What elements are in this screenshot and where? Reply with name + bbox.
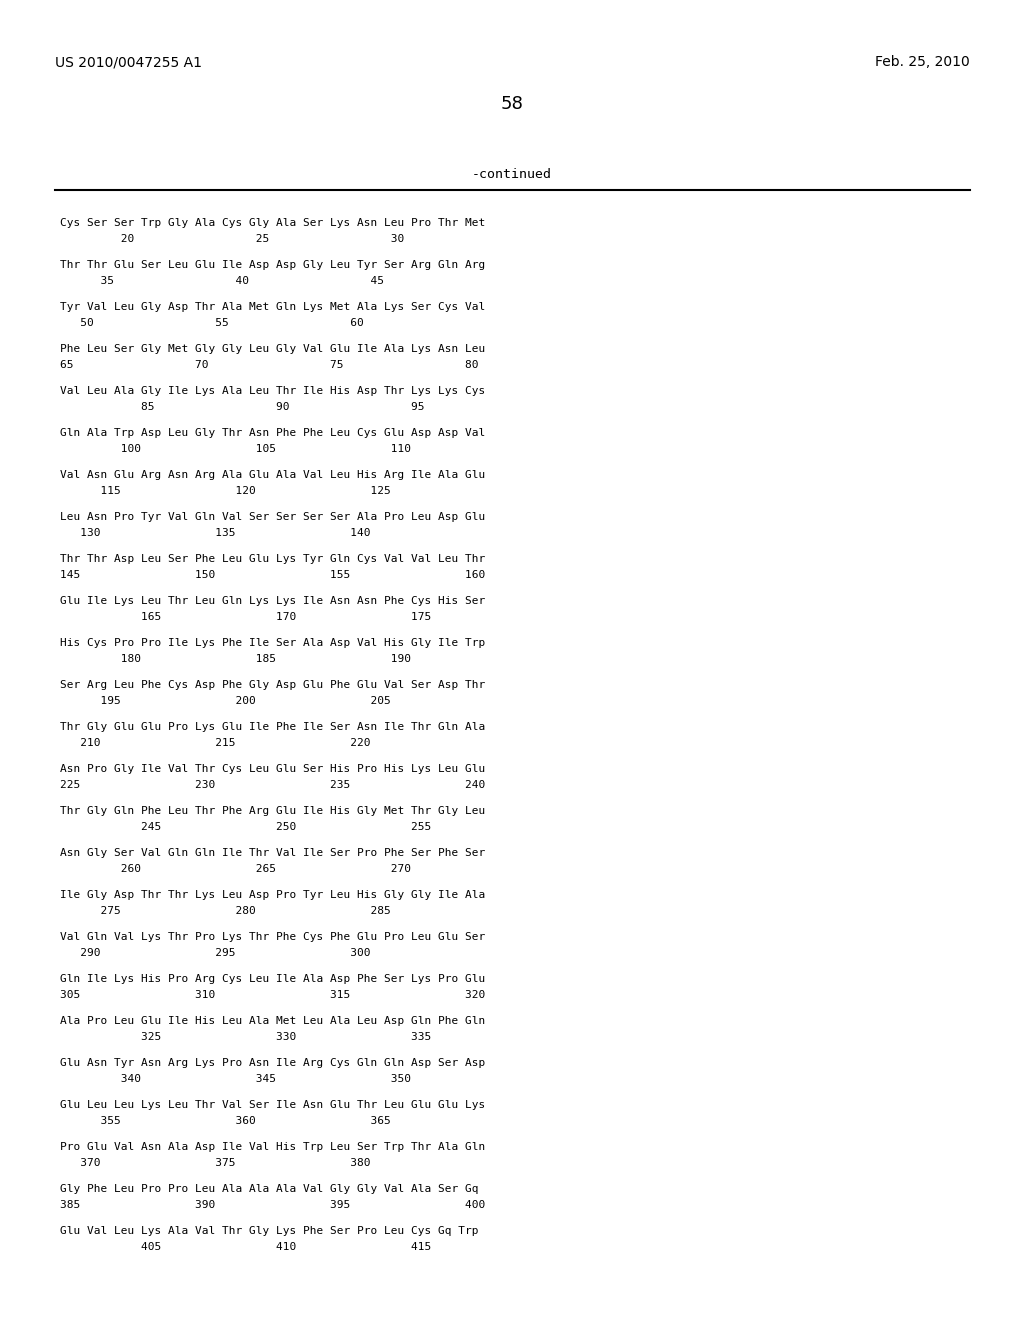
Text: 115                 120                 125: 115 120 125 bbox=[60, 486, 391, 496]
Text: Ala Pro Leu Glu Ile His Leu Ala Met Leu Ala Leu Asp Gln Phe Gln: Ala Pro Leu Glu Ile His Leu Ala Met Leu … bbox=[60, 1016, 485, 1026]
Text: 130                 135                 140: 130 135 140 bbox=[60, 528, 371, 539]
Text: 275                 280                 285: 275 280 285 bbox=[60, 906, 391, 916]
Text: 165                 170                 175: 165 170 175 bbox=[60, 612, 431, 622]
Text: His Cys Pro Pro Ile Lys Phe Ile Ser Ala Asp Val His Gly Ile Trp: His Cys Pro Pro Ile Lys Phe Ile Ser Ala … bbox=[60, 638, 485, 648]
Text: Gln Ile Lys His Pro Arg Cys Leu Ile Ala Asp Phe Ser Lys Pro Glu: Gln Ile Lys His Pro Arg Cys Leu Ile Ala … bbox=[60, 974, 485, 983]
Text: 225                 230                 235                 240: 225 230 235 240 bbox=[60, 780, 485, 789]
Text: Ser Arg Leu Phe Cys Asp Phe Gly Asp Glu Phe Glu Val Ser Asp Thr: Ser Arg Leu Phe Cys Asp Phe Gly Asp Glu … bbox=[60, 680, 485, 690]
Text: Glu Leu Leu Lys Leu Thr Val Ser Ile Asn Glu Thr Leu Glu Glu Lys: Glu Leu Leu Lys Leu Thr Val Ser Ile Asn … bbox=[60, 1100, 485, 1110]
Text: Thr Gly Gln Phe Leu Thr Phe Arg Glu Ile His Gly Met Thr Gly Leu: Thr Gly Gln Phe Leu Thr Phe Arg Glu Ile … bbox=[60, 807, 485, 816]
Text: 385                 390                 395                 400: 385 390 395 400 bbox=[60, 1200, 485, 1210]
Text: Cys Ser Ser Trp Gly Ala Cys Gly Ala Ser Lys Asn Leu Pro Thr Met: Cys Ser Ser Trp Gly Ala Cys Gly Ala Ser … bbox=[60, 218, 485, 228]
Text: 145                 150                 155                 160: 145 150 155 160 bbox=[60, 570, 485, 579]
Text: Val Gln Val Lys Thr Pro Lys Thr Phe Cys Phe Glu Pro Leu Glu Ser: Val Gln Val Lys Thr Pro Lys Thr Phe Cys … bbox=[60, 932, 485, 942]
Text: 65                  70                  75                  80: 65 70 75 80 bbox=[60, 360, 478, 370]
Text: 260                 265                 270: 260 265 270 bbox=[60, 865, 411, 874]
Text: 290                 295                 300: 290 295 300 bbox=[60, 948, 371, 958]
Text: 340                 345                 350: 340 345 350 bbox=[60, 1074, 411, 1084]
Text: 85                  90                  95: 85 90 95 bbox=[60, 403, 425, 412]
Text: Glu Val Leu Lys Ala Val Thr Gly Lys Phe Ser Pro Leu Cys Gq Trp: Glu Val Leu Lys Ala Val Thr Gly Lys Phe … bbox=[60, 1226, 478, 1236]
Text: 180                 185                 190: 180 185 190 bbox=[60, 653, 411, 664]
Text: 100                 105                 110: 100 105 110 bbox=[60, 444, 411, 454]
Text: 50                  55                  60: 50 55 60 bbox=[60, 318, 364, 327]
Text: 305                 310                 315                 320: 305 310 315 320 bbox=[60, 990, 485, 1001]
Text: Ile Gly Asp Thr Thr Lys Leu Asp Pro Tyr Leu His Gly Gly Ile Ala: Ile Gly Asp Thr Thr Lys Leu Asp Pro Tyr … bbox=[60, 890, 485, 900]
Text: Glu Asn Tyr Asn Arg Lys Pro Asn Ile Arg Cys Gln Gln Asp Ser Asp: Glu Asn Tyr Asn Arg Lys Pro Asn Ile Arg … bbox=[60, 1059, 485, 1068]
Text: Glu Ile Lys Leu Thr Leu Gln Lys Lys Ile Asn Asn Phe Cys His Ser: Glu Ile Lys Leu Thr Leu Gln Lys Lys Ile … bbox=[60, 597, 485, 606]
Text: US 2010/0047255 A1: US 2010/0047255 A1 bbox=[55, 55, 202, 69]
Text: 195                 200                 205: 195 200 205 bbox=[60, 696, 391, 706]
Text: Tyr Val Leu Gly Asp Thr Ala Met Gln Lys Met Ala Lys Ser Cys Val: Tyr Val Leu Gly Asp Thr Ala Met Gln Lys … bbox=[60, 302, 485, 312]
Text: 325                 330                 335: 325 330 335 bbox=[60, 1032, 431, 1041]
Text: 35                  40                  45: 35 40 45 bbox=[60, 276, 384, 286]
Text: Pro Glu Val Asn Ala Asp Ile Val His Trp Leu Ser Trp Thr Ala Gln: Pro Glu Val Asn Ala Asp Ile Val His Trp … bbox=[60, 1142, 485, 1152]
Text: Thr Thr Glu Ser Leu Glu Ile Asp Asp Gly Leu Tyr Ser Arg Gln Arg: Thr Thr Glu Ser Leu Glu Ile Asp Asp Gly … bbox=[60, 260, 485, 271]
Text: 20                  25                  30: 20 25 30 bbox=[60, 234, 404, 244]
Text: Asn Gly Ser Val Gln Gln Ile Thr Val Ile Ser Pro Phe Ser Phe Ser: Asn Gly Ser Val Gln Gln Ile Thr Val Ile … bbox=[60, 847, 485, 858]
Text: Val Leu Ala Gly Ile Lys Ala Leu Thr Ile His Asp Thr Lys Lys Cys: Val Leu Ala Gly Ile Lys Ala Leu Thr Ile … bbox=[60, 385, 485, 396]
Text: Asn Pro Gly Ile Val Thr Cys Leu Glu Ser His Pro His Lys Leu Glu: Asn Pro Gly Ile Val Thr Cys Leu Glu Ser … bbox=[60, 764, 485, 774]
Text: Thr Thr Asp Leu Ser Phe Leu Glu Lys Tyr Gln Cys Val Val Leu Thr: Thr Thr Asp Leu Ser Phe Leu Glu Lys Tyr … bbox=[60, 554, 485, 564]
Text: Feb. 25, 2010: Feb. 25, 2010 bbox=[876, 55, 970, 69]
Text: Gln Ala Trp Asp Leu Gly Thr Asn Phe Phe Leu Cys Glu Asp Asp Val: Gln Ala Trp Asp Leu Gly Thr Asn Phe Phe … bbox=[60, 428, 485, 438]
Text: Val Asn Glu Arg Asn Arg Ala Glu Ala Val Leu His Arg Ile Ala Glu: Val Asn Glu Arg Asn Arg Ala Glu Ala Val … bbox=[60, 470, 485, 480]
Text: Gly Phe Leu Pro Pro Leu Ala Ala Ala Val Gly Gly Val Ala Ser Gq: Gly Phe Leu Pro Pro Leu Ala Ala Ala Val … bbox=[60, 1184, 478, 1195]
Text: 245                 250                 255: 245 250 255 bbox=[60, 822, 431, 832]
Text: Phe Leu Ser Gly Met Gly Gly Leu Gly Val Glu Ile Ala Lys Asn Leu: Phe Leu Ser Gly Met Gly Gly Leu Gly Val … bbox=[60, 345, 485, 354]
Text: Thr Gly Glu Glu Pro Lys Glu Ile Phe Ile Ser Asn Ile Thr Gln Ala: Thr Gly Glu Glu Pro Lys Glu Ile Phe Ile … bbox=[60, 722, 485, 733]
Text: 210                 215                 220: 210 215 220 bbox=[60, 738, 371, 748]
Text: -continued: -continued bbox=[472, 168, 552, 181]
Text: 58: 58 bbox=[501, 95, 523, 114]
Text: Leu Asn Pro Tyr Val Gln Val Ser Ser Ser Ser Ala Pro Leu Asp Glu: Leu Asn Pro Tyr Val Gln Val Ser Ser Ser … bbox=[60, 512, 485, 521]
Text: 355                 360                 365: 355 360 365 bbox=[60, 1115, 391, 1126]
Text: 405                 410                 415: 405 410 415 bbox=[60, 1242, 431, 1251]
Text: 370                 375                 380: 370 375 380 bbox=[60, 1158, 371, 1168]
